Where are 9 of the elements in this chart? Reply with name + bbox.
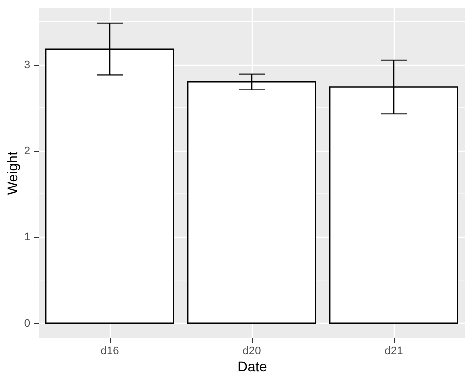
y-tick-label: 0 xyxy=(24,318,30,330)
y-tick-label: 3 xyxy=(24,59,30,72)
x-tick-label: d16 xyxy=(100,346,120,358)
y-tick-label: 1 xyxy=(24,232,30,244)
x-tick-label: d21 xyxy=(384,346,404,358)
x-tick-label: d20 xyxy=(242,346,262,358)
y-axis-title: Weight xyxy=(4,152,20,196)
x-axis-title: Date xyxy=(238,358,268,374)
y-tick-label: 2 xyxy=(24,146,30,158)
